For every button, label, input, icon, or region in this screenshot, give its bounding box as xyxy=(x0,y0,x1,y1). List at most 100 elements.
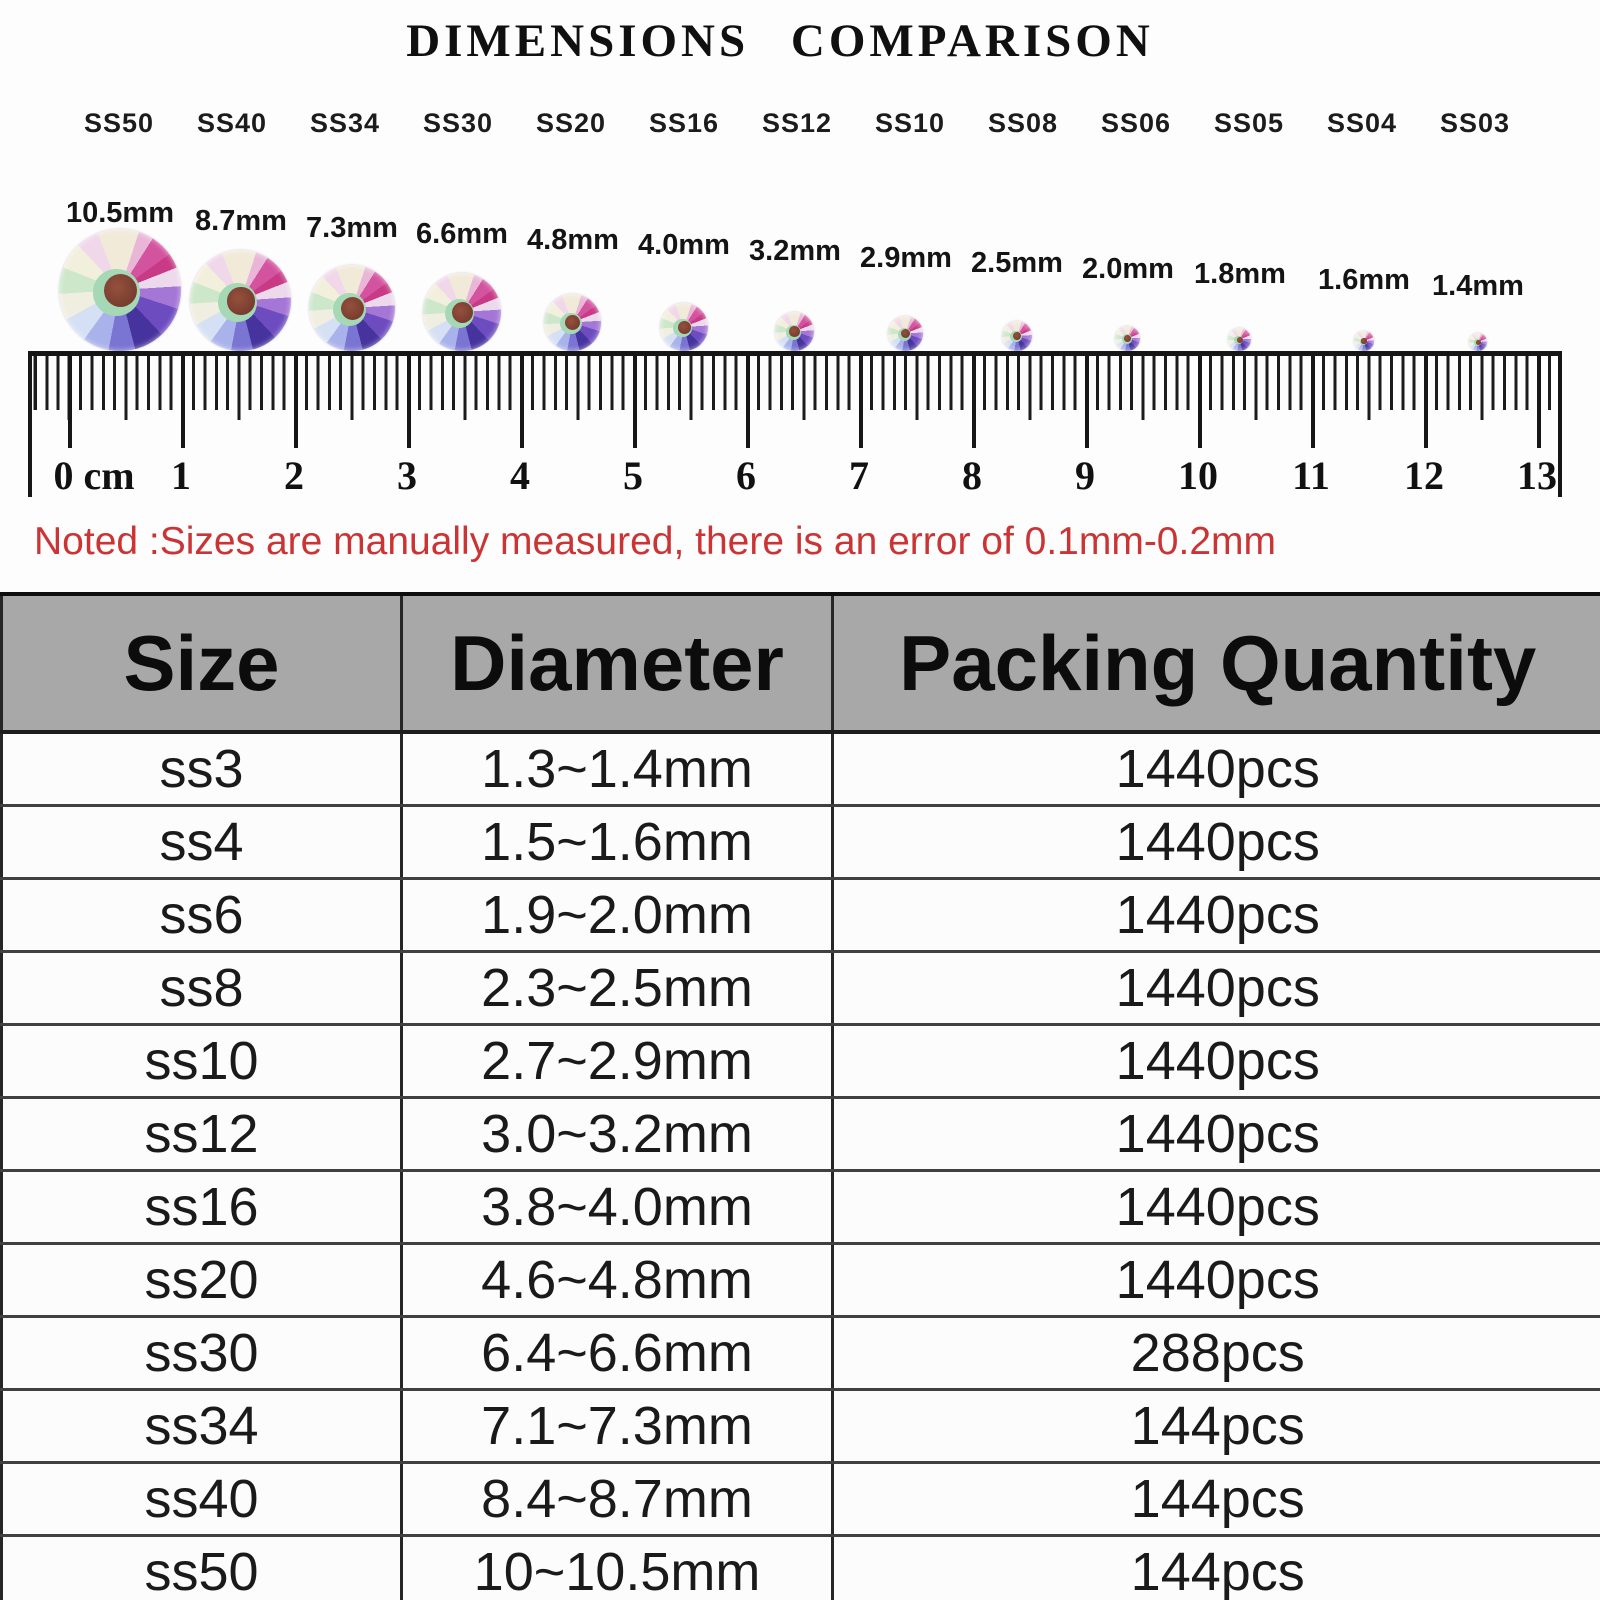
diameter-cell: 4.6~4.8mm xyxy=(401,1243,834,1318)
ruler-tick-label: 6 xyxy=(736,453,756,498)
rhinestone xyxy=(190,250,291,351)
rhinestone xyxy=(1002,321,1032,351)
diameter-cell: 10~10.5mm xyxy=(401,1535,834,1600)
size-cell: ss3 xyxy=(1,732,403,807)
ruler-tick-label: 7 xyxy=(849,453,869,498)
rhinestone xyxy=(660,303,708,351)
quantity-cell: 1440pcs xyxy=(832,1024,1600,1099)
column-header-size: Size xyxy=(1,592,403,734)
table-row: ss4 1.5~1.6mm 1440pcs xyxy=(1,805,1600,880)
diameter-cell: 3.8~4.0mm xyxy=(401,1170,834,1245)
mm-size-label: 4.8mm xyxy=(527,224,619,256)
rhinestone xyxy=(309,265,395,351)
ruler: 0 cm 1 2 3 4 5 6 7 8 9 10 11 12 13 xyxy=(28,351,1562,498)
diameter-cell: 6.4~6.6mm xyxy=(401,1316,834,1391)
rhinestone xyxy=(544,294,601,351)
mm-size-label: 2.9mm xyxy=(860,242,952,274)
ruler-tick-label: 0 cm xyxy=(53,453,135,498)
mm-size-label: 10.5mm xyxy=(65,197,174,229)
mm-size-label: 1.6mm xyxy=(1318,264,1410,296)
quantity-cell: 1440pcs xyxy=(832,1170,1600,1245)
quantity-cell: 1440pcs xyxy=(832,951,1600,1026)
rhinestone xyxy=(1354,331,1374,351)
size-cell: ss50 xyxy=(1,1535,403,1600)
table-row: ss8 2.3~2.5mm 1440pcs xyxy=(1,951,1600,1026)
column-header-quantity: Packing Quantity xyxy=(832,592,1600,734)
ruler-cm-ticks xyxy=(32,356,1558,448)
diameter-cell: 2.7~2.9mm xyxy=(401,1024,834,1099)
rhinestone xyxy=(775,312,814,351)
table-row: ss16 3.8~4.0mm 1440pcs xyxy=(1,1170,1600,1245)
quantity-cell: 144pcs xyxy=(832,1389,1600,1464)
rhinestone xyxy=(1228,328,1251,351)
ss-size-label: SS06 xyxy=(1100,108,1172,138)
rhinestone xyxy=(1469,333,1487,351)
ss-size-label: SS03 xyxy=(1439,108,1511,138)
mm-size-label: 8.7mm xyxy=(195,205,287,237)
ruler-tick-label: 2 xyxy=(284,453,304,498)
column-header-diameter: Diameter xyxy=(401,592,834,734)
ruler-tick-label: 11 xyxy=(1292,453,1330,498)
table-row: ss34 7.1~7.3mm 144pcs xyxy=(1,1389,1600,1464)
size-cell: ss4 xyxy=(1,805,403,880)
ruler-tick-label: 1 xyxy=(171,453,191,498)
table-row: ss40 8.4~8.7mm 144pcs xyxy=(1,1462,1600,1537)
ss-size-label: SS08 xyxy=(987,108,1059,138)
ruler-tick-label: 9 xyxy=(1075,453,1095,498)
table-row: ss50 10~10.5mm 144pcs xyxy=(1,1535,1600,1600)
table-header-row: Size Diameter Packing Quantity xyxy=(1,592,1600,734)
table-row: ss12 3.0~3.2mm 1440pcs xyxy=(1,1097,1600,1172)
ss-size-label: SS05 xyxy=(1213,108,1285,138)
mm-size-label: 6.6mm xyxy=(416,218,508,250)
mm-size-label: 2.0mm xyxy=(1082,253,1174,285)
note-text: Noted :Sizes are manually measured, ther… xyxy=(34,520,1277,563)
diameter-cell: 3.0~3.2mm xyxy=(401,1097,834,1172)
diameter-cell: 1.5~1.6mm xyxy=(401,805,834,880)
size-cell: ss8 xyxy=(1,951,403,1026)
mm-size-label: 7.3mm xyxy=(306,212,398,244)
size-cell: ss12 xyxy=(1,1097,403,1172)
ruler-tick-label: 5 xyxy=(623,453,643,498)
size-cell: ss30 xyxy=(1,1316,403,1391)
ss-size-label: SS50 xyxy=(83,108,155,138)
ruler-tick-label: 4 xyxy=(510,453,530,498)
ruler-tick-label: 3 xyxy=(397,453,417,498)
size-cell: ss16 xyxy=(1,1170,403,1245)
quantity-cell: 1440pcs xyxy=(832,732,1600,807)
ruler-tick-label: 10 xyxy=(1178,453,1218,498)
spec-table: Size Diameter Packing Quantity ss3 1.3~1… xyxy=(0,592,1600,1600)
ss-size-label: SS10 xyxy=(874,108,946,138)
mm-size-label: 4.0mm xyxy=(638,229,730,261)
size-cell: ss34 xyxy=(1,1389,403,1464)
ss-size-label: SS20 xyxy=(535,108,607,138)
ruler-tick-label: 13 xyxy=(1517,453,1557,498)
quantity-cell: 1440pcs xyxy=(832,805,1600,880)
ruler-tick-label: 8 xyxy=(962,453,982,498)
quantity-cell: 1440pcs xyxy=(832,878,1600,953)
ss-size-label: SS04 xyxy=(1326,108,1398,138)
ss-size-label: SS16 xyxy=(648,108,720,138)
diameter-cell: 8.4~8.7mm xyxy=(401,1462,834,1537)
ss-size-label: SS30 xyxy=(422,108,494,138)
table-row: ss30 6.4~6.6mm 288pcs xyxy=(1,1316,1600,1391)
quantity-cell: 144pcs xyxy=(832,1462,1600,1537)
table-row: ss6 1.9~2.0mm 1440pcs xyxy=(1,878,1600,953)
ruler-tick-label: 12 xyxy=(1404,453,1444,498)
ss-size-label: SS40 xyxy=(196,108,268,138)
quantity-cell: 1440pcs xyxy=(832,1097,1600,1172)
diameter-cell: 7.1~7.3mm xyxy=(401,1389,834,1464)
mm-size-label: 1.4mm xyxy=(1432,270,1524,302)
diameter-cell: 2.3~2.5mm xyxy=(401,951,834,1026)
diameter-cell: 1.3~1.4mm xyxy=(401,732,834,807)
page-title: DIMENSIONS COMPARISON xyxy=(406,15,1154,67)
table-row: ss10 2.7~2.9mm 1440pcs xyxy=(1,1024,1600,1099)
rhinestone xyxy=(1115,326,1140,351)
size-cell: ss40 xyxy=(1,1462,403,1537)
ss-size-label: SS12 xyxy=(761,108,833,138)
diameter-cell: 1.9~2.0mm xyxy=(401,878,834,953)
mm-size-label: 3.2mm xyxy=(749,235,841,267)
size-cell: ss10 xyxy=(1,1024,403,1099)
rhinestone xyxy=(888,316,923,351)
mm-size-label: 2.5mm xyxy=(971,247,1063,279)
